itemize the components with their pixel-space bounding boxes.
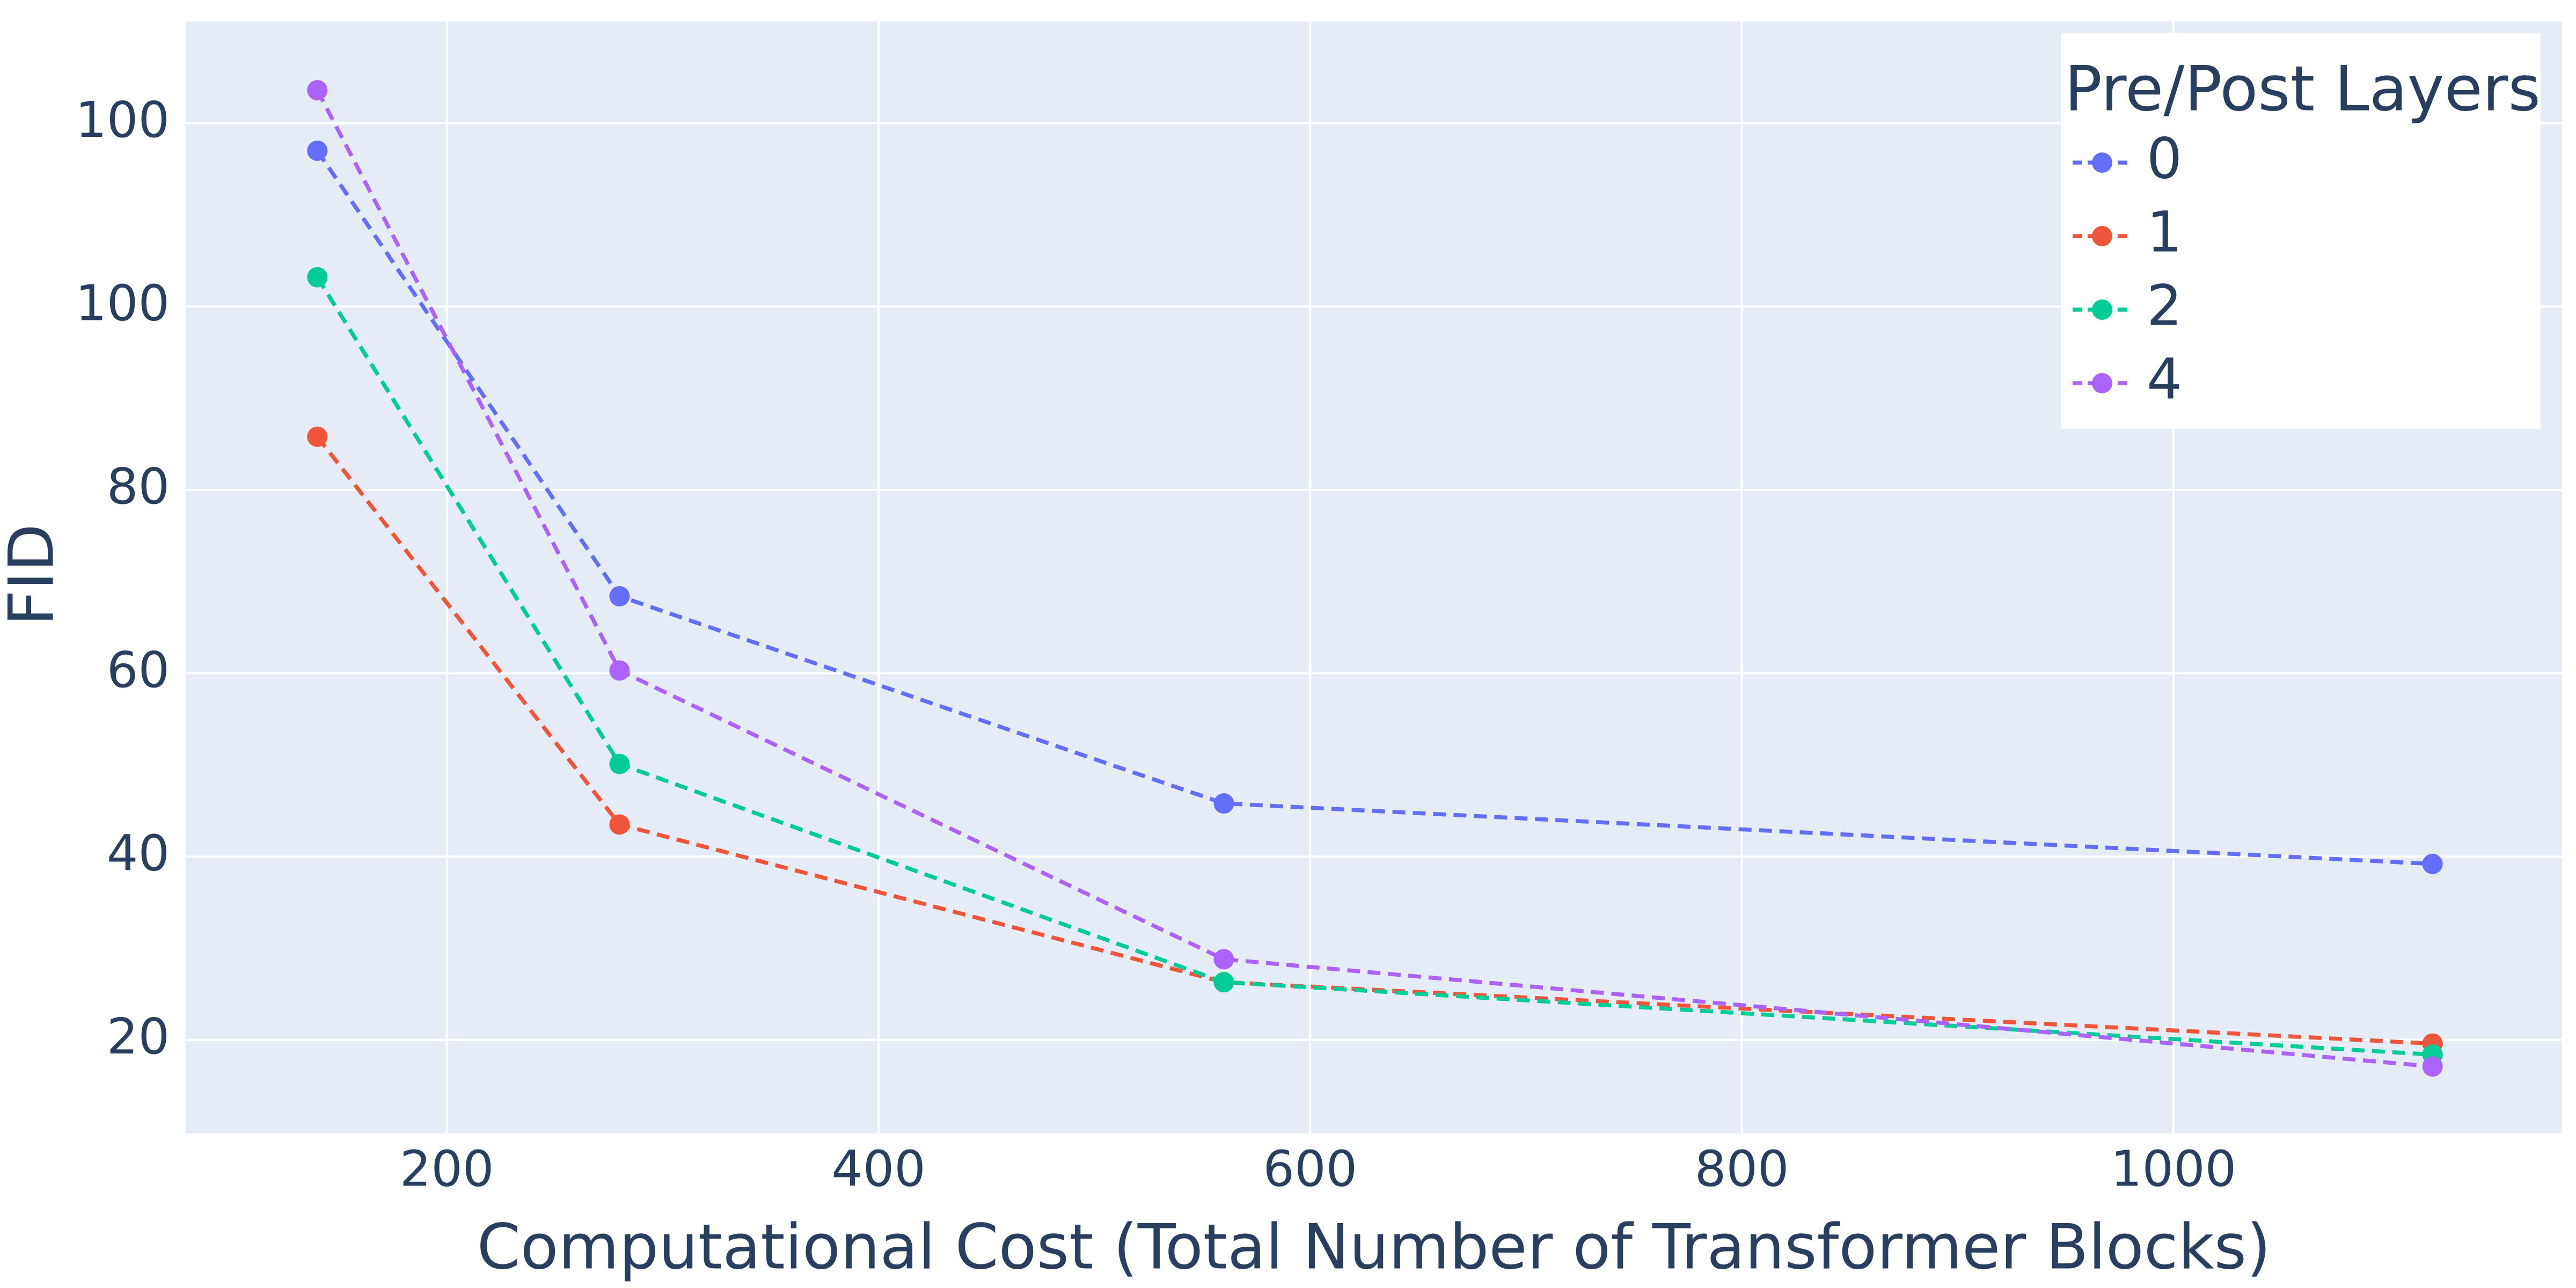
- point: [1213, 793, 1234, 814]
- legend-label: 2: [2147, 273, 2182, 338]
- point: [307, 267, 328, 288]
- point: [2422, 1056, 2443, 1077]
- legend-marker: [2092, 373, 2112, 393]
- point: [2422, 853, 2443, 874]
- y-tick-label: 100: [75, 275, 170, 332]
- series-line: [316, 276, 2433, 1057]
- point: [609, 814, 630, 835]
- y-tick-label: 80: [107, 458, 170, 515]
- series-line: [316, 89, 2433, 1069]
- point: [307, 426, 328, 447]
- x-axis-title: Computational Cost (Total Number of Tran…: [477, 1211, 2271, 1284]
- x-tick-label: 1000: [2111, 1140, 2236, 1197]
- x-tick-label: 600: [1263, 1140, 1358, 1197]
- series-line: [316, 149, 2433, 866]
- lines: [307, 80, 2443, 1077]
- legend-label: 4: [2147, 346, 2182, 412]
- point: [307, 80, 328, 101]
- x-tick-label: 200: [400, 1140, 494, 1197]
- y-tick-label: 20: [107, 1008, 170, 1065]
- legend-label: 1: [2147, 199, 2182, 265]
- y-tick-label: 60: [107, 641, 170, 699]
- point: [609, 586, 630, 607]
- x-tick-label: 400: [831, 1140, 926, 1197]
- x-tick-label: 800: [1695, 1140, 1789, 1197]
- legend-box: [2061, 33, 2541, 429]
- point: [609, 753, 630, 774]
- series-line: [316, 435, 2433, 1046]
- point: [1213, 972, 1234, 993]
- point: [307, 140, 328, 161]
- y-tick-label: 100: [75, 91, 170, 149]
- legend-marker: [2092, 299, 2112, 320]
- legend-marker: [2092, 226, 2112, 246]
- y-tick-label: 40: [107, 825, 170, 882]
- legend-title: Pre/Post Layers: [2065, 53, 2541, 126]
- point: [1213, 949, 1234, 970]
- legend-label: 0: [2147, 126, 2182, 191]
- point: [609, 660, 630, 681]
- y-axis-title: FID: [0, 524, 68, 626]
- legend: Pre/Post Layers 0 1 2 4: [2061, 33, 2541, 429]
- legend-marker: [2092, 152, 2112, 173]
- grid: [186, 21, 2562, 1133]
